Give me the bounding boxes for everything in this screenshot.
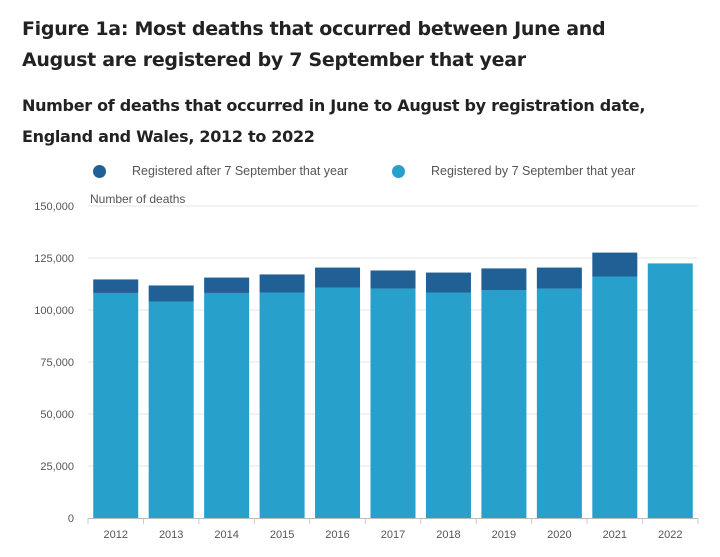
chart-title: Figure 1a: Most deaths that occurred bet… [22, 18, 606, 71]
y-tick-label: 100,000 [34, 305, 74, 317]
legend-label: Registered after 7 September that year [132, 164, 349, 178]
x-tick-label: 2021 [603, 529, 627, 541]
y-tick-label: 25,000 [40, 461, 74, 473]
bar-registered-after [425, 272, 471, 293]
y-tick-label: 50,000 [40, 409, 74, 421]
y-tick-label: 150,000 [34, 201, 74, 213]
legend-item-by: Registered by 7 September that year [392, 164, 635, 178]
x-tick-label: 2013 [159, 529, 183, 541]
legend-swatch [392, 164, 405, 178]
chart-subtitle: Number of deaths that occurred in June t… [22, 96, 646, 146]
x-tick-label: 2015 [270, 529, 294, 541]
bar-registered-by [259, 292, 305, 518]
bar-registered-after [315, 267, 361, 288]
bar-registered-by [315, 287, 361, 518]
x-tick-label: 2017 [381, 529, 405, 541]
bar-registered-after [259, 274, 305, 293]
x-tick-label: 2014 [214, 529, 238, 541]
legend-label: Registered by 7 September that year [431, 164, 636, 178]
legend-swatch [93, 164, 106, 178]
x-tick-label: 2020 [547, 529, 571, 541]
bar-registered-after [481, 268, 527, 291]
bar-registered-by [370, 288, 416, 518]
x-tick-label: 2022 [658, 529, 682, 541]
bar-registered-after [536, 267, 582, 289]
bar-registered-by [481, 290, 527, 518]
x-tick-label: 2012 [103, 529, 127, 541]
bar-registered-by [647, 263, 693, 518]
bar-registered-after [93, 279, 139, 293]
bar-registered-by [204, 292, 250, 518]
x-tick-label: 2016 [325, 529, 349, 541]
bar-registered-by [592, 276, 638, 518]
bar-registered-after [204, 277, 250, 293]
bar-registered-after [370, 270, 416, 289]
x-tick-label: 2019 [492, 529, 516, 541]
y-tick-label: 125,000 [34, 253, 74, 265]
y-tick-label: 0 [68, 513, 74, 525]
x-tick-label: 2018 [436, 529, 460, 541]
bar-registered-by [536, 288, 582, 518]
legend-item-after: Registered after 7 September that year [93, 164, 348, 178]
y-tick-label: 75,000 [40, 357, 74, 369]
y-axis-label: Number of deaths [90, 192, 185, 206]
bar-registered-after [592, 252, 638, 277]
bar-registered-by [93, 292, 139, 518]
bar-registered-by [425, 292, 471, 518]
bar-registered-after [148, 285, 194, 302]
bar-registered-by [148, 301, 194, 518]
